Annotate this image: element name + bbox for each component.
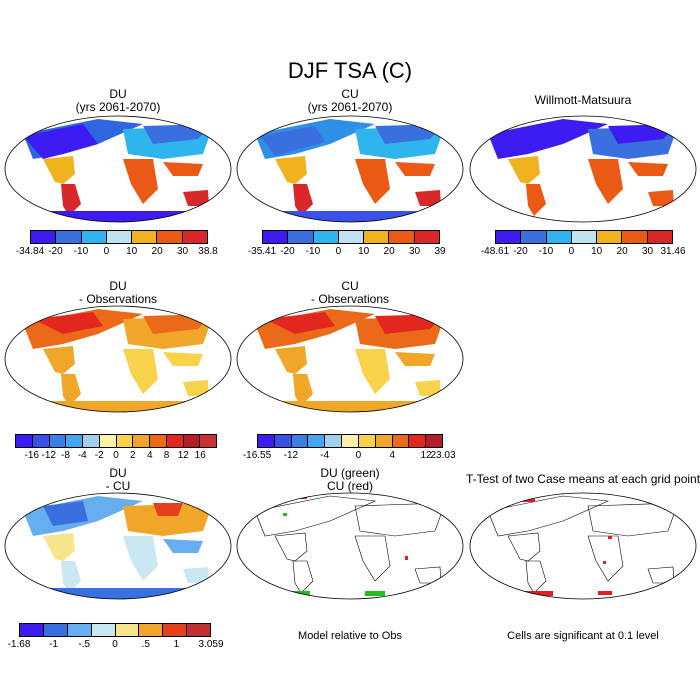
panel-ttest-title: T-Test of two Case means at each grid po…	[465, 472, 700, 486]
panel-wm: Willmott-Matsuura -48.61 -20 -10 0 10 20…	[468, 88, 698, 257]
colorbar-wm	[495, 230, 673, 244]
map-cu	[236, 115, 464, 223]
map-ttest	[469, 492, 697, 600]
panel-ttest: T-Test of two Case means at each grid po…	[466, 467, 700, 643]
panel-du-cu-title: DU - CU	[105, 466, 131, 493]
main-title: DJF TSA (C)	[287, 58, 413, 83]
colorbar-du-cu	[19, 623, 211, 637]
panel-du-title: DU (yrs 2061-2070)	[75, 87, 161, 114]
map-sig	[236, 492, 464, 600]
panel-sig: DU (green) CU (red) Model relative to Obs	[235, 466, 465, 642]
panel-cu: CU (yrs 2061-2070) -35.41 -20 -10 0 10 20…	[235, 87, 465, 257]
map-cu-obs	[236, 305, 464, 413]
sig-note: Model relative to Obs	[298, 630, 402, 642]
map-du	[4, 115, 232, 223]
colorbar-cu-obs	[257, 434, 443, 448]
panel-sig-title: DU (green) CU (red)	[320, 466, 380, 493]
map-du-cu	[4, 492, 232, 600]
panel-du-obs-title: DU - Observations	[78, 279, 158, 306]
panel-cu-obs: CU - Observations -16.55 -12 -4 0 4 12 23…	[235, 279, 465, 461]
map-du-obs	[4, 305, 232, 413]
map-wm	[469, 115, 697, 223]
ttest-note: Cells are significant at 0.1 level	[507, 630, 659, 642]
panel-cu-title: CU (yrs 2061-2070)	[307, 87, 393, 114]
panel-du-cu: DU - CU -1.68 -1 -.5 0 .5 1 3.059	[3, 466, 233, 650]
panel-du-obs: DU - Observations -16 -12 -8 -4 -2 0 2 4 …	[3, 279, 233, 461]
colorbar-du-obs	[15, 434, 217, 448]
colorbar-cu	[262, 230, 440, 244]
panel-cu-obs-title: CU - Observations	[310, 279, 390, 306]
panel-wm-title: Willmott-Matsuura	[534, 93, 632, 107]
panel-du: DU (yrs 2061-2070) -34.84 -20 -10 0 10 20…	[3, 87, 233, 257]
colorbar-du	[30, 230, 208, 244]
